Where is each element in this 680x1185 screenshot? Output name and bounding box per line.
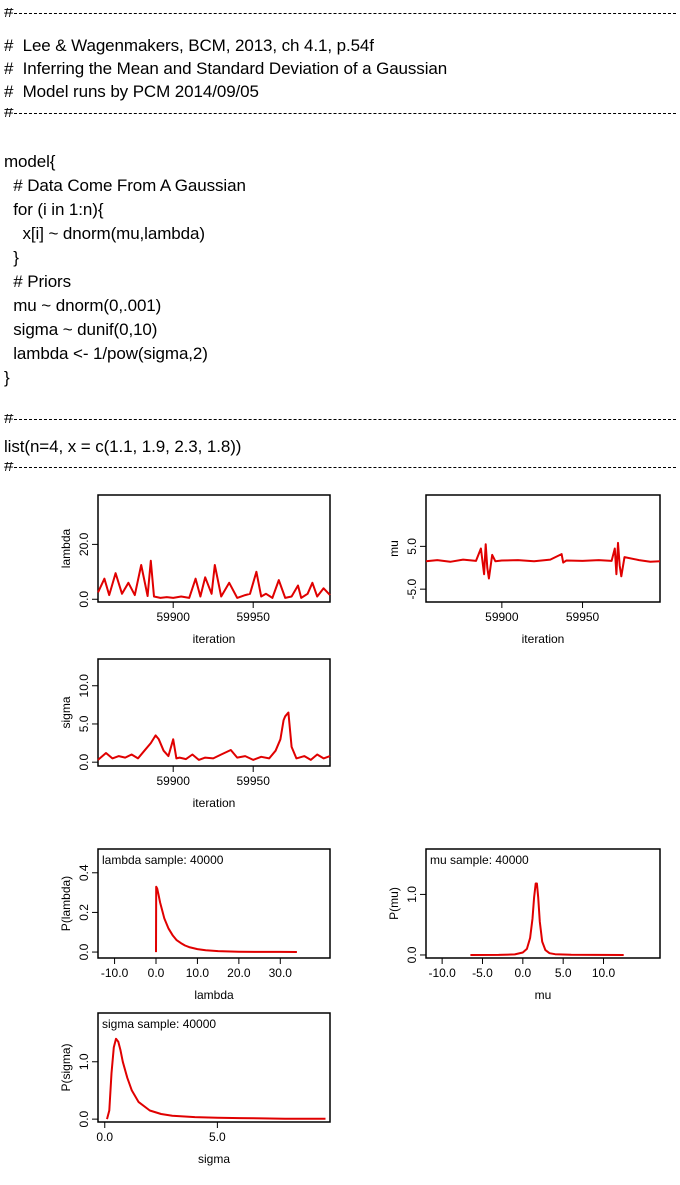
x-tick-label: -5.0 [472, 966, 493, 980]
chart-title: sigma sample: 40000 [102, 1017, 216, 1031]
chart-4: -10.0 0.0 10.0 20.0 30.0 0.0 0.2 0.4 lambda P(lam… [59, 848, 331, 1002]
x-tick-label: 59950 [237, 774, 271, 788]
plot-frame [97, 494, 331, 603]
x-axis-label: iteration [522, 632, 565, 646]
series-line [470, 882, 624, 956]
y-tick-label: 0.0 [77, 1110, 91, 1127]
y-tick-label: 0.0 [77, 591, 91, 608]
model-line-5: } [4, 248, 19, 267]
x-axis-label: mu [535, 988, 552, 1002]
separator-line: # [4, 8, 680, 18]
x-tick-label: 0.0 [514, 966, 531, 980]
x-tick-label: 5.0 [209, 1130, 226, 1144]
series-line [106, 1037, 326, 1120]
separator-line: # [4, 108, 680, 118]
x-tick-label: 59900 [157, 610, 191, 624]
y-tick-label: 0.0 [77, 754, 91, 771]
x-tick-label: 59950 [566, 610, 600, 624]
x-axis-label: sigma [198, 1152, 230, 1166]
x-tick-label: 59900 [485, 610, 519, 624]
y-tick-label: 0.2 [77, 904, 91, 921]
chart-3: 59900 59950 0.0 5.0 10.0 iteration sigma [59, 658, 331, 810]
y-axis-label: P(mu) [387, 887, 401, 920]
model-line-7: mu ~ dnorm(0,.001) [4, 296, 162, 315]
chart-6: 0.0 5.0 0.0 1.0 sigma P(sigma) sigma sample: 4… [59, 1012, 331, 1166]
y-tick-label: 0.4 [77, 864, 91, 881]
y-tick-label: 1.0 [405, 886, 419, 903]
y-axis-label: lambda [59, 528, 73, 568]
chart-5: -10.0 -5.0 0.0 5.0 10.0 0.0 1.0 mu P(mu) mu sampl… [387, 848, 661, 1002]
y-tick-label: 20.0 [77, 532, 91, 556]
model-line-6: # Priors [4, 272, 72, 291]
x-tick-label: -10.0 [101, 966, 129, 980]
x-tick-label: 30.0 [269, 966, 293, 980]
y-axis-label: sigma [59, 696, 73, 728]
chart-title: mu sample: 40000 [430, 853, 529, 867]
series-line [97, 711, 331, 761]
chart-1: 59900 59950 0.0 20.0 iteration lambda [59, 494, 331, 646]
plot-frame [97, 658, 331, 767]
model-line-3: for (i in 1:n){ [4, 200, 104, 219]
plot-frame [425, 494, 661, 603]
y-axis-label: mu [387, 540, 401, 557]
chart-2: 59900 59950 -5.0 5.0 iteration mu [387, 494, 661, 646]
x-tick-label: 5.0 [555, 966, 572, 980]
chart-title: lambda sample: 40000 [102, 853, 224, 867]
model-line-4: x[i] ~ dnorm(mu,lambda) [4, 224, 205, 243]
x-axis-label: iteration [193, 632, 236, 646]
x-tick-label: 10.0 [592, 966, 616, 980]
y-tick-label: 1.0 [77, 1053, 91, 1070]
y-tick-label: 5.0 [77, 715, 91, 732]
x-tick-label: 59900 [157, 774, 191, 788]
model-line-9: lambda <- 1/pow(sigma,2) [4, 344, 208, 363]
series-line [97, 559, 331, 599]
header-comment-3: # Model runs by PCM 2014/09/05 [4, 82, 259, 101]
y-tick-label: 5.0 [405, 538, 419, 555]
model-line-1: model{ [4, 152, 56, 171]
header-comment-1: # Lee & Wagenmakers, BCM, 2013, ch 4.1, … [4, 36, 374, 55]
header-comment-2: # Inferring the Mean and Standard Deviat… [4, 59, 448, 78]
plot-frame [97, 848, 331, 959]
plot-frame [97, 1012, 331, 1123]
series-line [425, 541, 661, 580]
plot-frame [425, 848, 661, 959]
x-tick-label: 10.0 [186, 966, 210, 980]
y-axis-label: P(lambda) [59, 876, 73, 931]
separator-line: # [4, 462, 680, 472]
data-line: list(n=4, x = c(1.1, 1.9, 2.3, 1.8)) [4, 437, 242, 456]
separator-line: # [4, 414, 680, 424]
y-axis-label: P(sigma) [59, 1043, 73, 1091]
model-line-2: # Data Come From A Gaussian [4, 176, 246, 195]
y-tick-label: 10.0 [77, 674, 91, 698]
x-tick-label: -10.0 [428, 966, 456, 980]
y-tick-label: -5.0 [405, 578, 419, 599]
model-line-8: sigma ~ dunif(0,10) [4, 320, 158, 339]
y-tick-label: 0.0 [77, 943, 91, 960]
x-tick-label: 0.0 [148, 966, 165, 980]
x-axis-label: lambda [194, 988, 234, 1002]
series-line [155, 885, 297, 953]
model-line-10: } [4, 368, 10, 387]
x-axis-label: iteration [193, 796, 236, 810]
x-tick-label: 59950 [237, 610, 271, 624]
x-tick-label: 20.0 [227, 966, 251, 980]
x-tick-label: 0.0 [96, 1130, 113, 1144]
y-tick-label: 0.0 [405, 946, 419, 963]
